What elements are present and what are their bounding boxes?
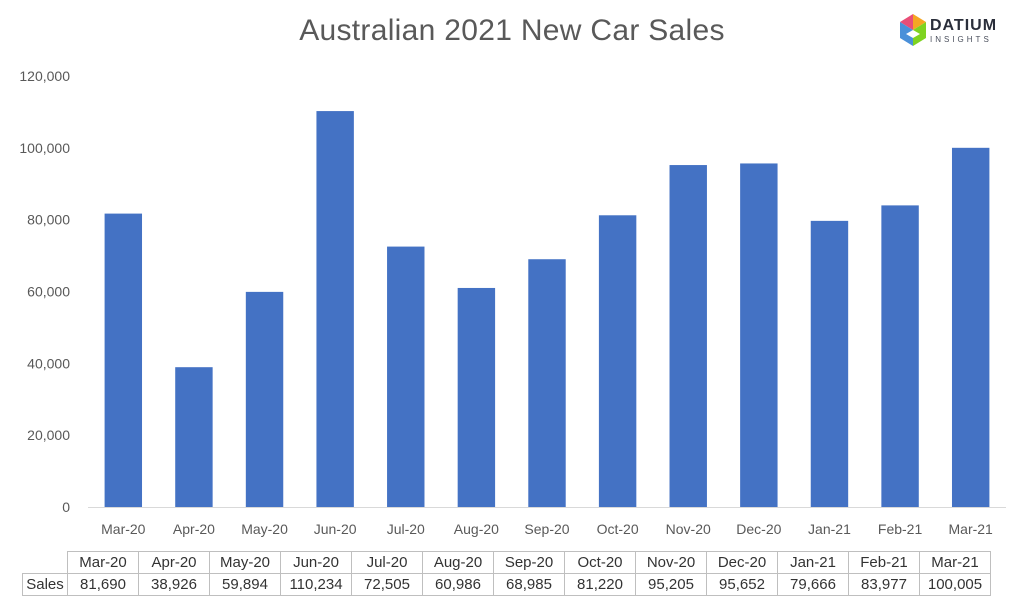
bar-chart: 020,00040,00060,00080,000100,000120,000 … bbox=[19, 68, 1006, 537]
bar-sep-20 bbox=[528, 259, 566, 507]
table-cell-value: 100,005 bbox=[919, 573, 991, 596]
table-cell-value: 68,985 bbox=[493, 573, 565, 596]
table-column-header: Apr-20 bbox=[138, 551, 210, 574]
bar-jun-20 bbox=[316, 111, 354, 507]
table-row-label: Sales bbox=[22, 573, 68, 596]
bar-feb-21 bbox=[881, 205, 919, 507]
bar-oct-20 bbox=[598, 215, 637, 507]
bar-mar-20 bbox=[104, 213, 143, 508]
y-tick-label: 20,000 bbox=[27, 427, 70, 443]
bar-dec-20 bbox=[740, 163, 778, 508]
table-cell-value: 83,977 bbox=[848, 573, 920, 596]
table-column-header: Sep-20 bbox=[493, 551, 565, 574]
data-table: Mar-20 Apr-20 May-20 Jun-20 Jul-20 Aug-20 Sep-… bbox=[22, 551, 991, 596]
table-cell-value: 59,894 bbox=[209, 573, 281, 596]
table-cell-value: 38,926 bbox=[138, 573, 210, 596]
bar-aug-20 bbox=[457, 287, 496, 507]
table-column-header: Mar-20 bbox=[67, 551, 139, 574]
datium-cube-icon bbox=[900, 14, 926, 46]
x-tick-label: Dec-20 bbox=[736, 521, 781, 537]
x-tick-label: Aug-20 bbox=[454, 521, 499, 537]
x-tick-label: Nov-20 bbox=[666, 521, 711, 537]
bar-jul-20 bbox=[387, 246, 425, 507]
table-column-header: Dec-20 bbox=[706, 551, 778, 574]
x-tick-label: Mar-21 bbox=[949, 521, 994, 537]
x-tick-label: Mar-20 bbox=[101, 521, 146, 537]
x-tick-label: Sep-20 bbox=[524, 521, 569, 537]
table-column-header: May-20 bbox=[209, 551, 281, 574]
y-tick-label: 60,000 bbox=[27, 284, 70, 300]
y-tick-label: 100,000 bbox=[19, 140, 70, 156]
table-column-header: Mar-21 bbox=[919, 551, 991, 574]
y-tick-label: 0 bbox=[62, 499, 70, 515]
table-column-header: Jun-20 bbox=[280, 551, 352, 574]
table-cell-value: 81,690 bbox=[67, 573, 139, 596]
table-column-header: Feb-21 bbox=[848, 551, 920, 574]
table-column-header: Jan-21 bbox=[777, 551, 849, 574]
x-tick-label: Apr-20 bbox=[173, 521, 215, 537]
table-cell-value: 110,234 bbox=[280, 573, 352, 596]
x-tick-label: Jun-20 bbox=[314, 521, 357, 537]
x-tick-label: Jul-20 bbox=[387, 521, 425, 537]
x-tick-label: Oct-20 bbox=[597, 521, 639, 537]
table-cell-value: 95,652 bbox=[706, 573, 778, 596]
table-cell-value: 79,666 bbox=[777, 573, 849, 596]
datium-logo: DATIUM INSIGHTS bbox=[898, 12, 1018, 56]
table-cell-value: 72,505 bbox=[351, 573, 423, 596]
bar-apr-20 bbox=[175, 367, 213, 507]
x-tick-label: Jan-21 bbox=[808, 521, 851, 537]
y-tick-label: 80,000 bbox=[27, 212, 70, 228]
bar-may-20 bbox=[245, 291, 284, 507]
logo-wordmark: DATIUM bbox=[930, 17, 998, 34]
y-tick-label: 120,000 bbox=[19, 68, 70, 84]
table-corner bbox=[23, 552, 68, 574]
table-column-header: Oct-20 bbox=[564, 551, 636, 574]
logo-subtitle: INSIGHTS bbox=[930, 35, 992, 44]
table-cell-value: 81,220 bbox=[564, 573, 636, 596]
x-tick-label: May-20 bbox=[241, 521, 288, 537]
table-header-row: Mar-20 Apr-20 May-20 Jun-20 Jul-20 Aug-20 Sep-… bbox=[23, 551, 991, 574]
table-column-header: Jul-20 bbox=[351, 551, 423, 574]
bar-mar-21 bbox=[951, 147, 990, 507]
table-column-header: Nov-20 bbox=[635, 551, 707, 574]
bar-jan-21 bbox=[810, 220, 849, 508]
table-column-header: Aug-20 bbox=[422, 551, 494, 574]
y-tick-label: 40,000 bbox=[27, 355, 70, 371]
table-value-row: Sales 81,690 38,926 59,894 110,234 72,505 60,… bbox=[22, 573, 991, 596]
x-tick-label: Feb-21 bbox=[878, 521, 923, 537]
chart-title: Australian 2021 New Car Sales bbox=[299, 14, 725, 47]
table-cell-value: 60,986 bbox=[422, 573, 494, 596]
bar-nov-20 bbox=[669, 165, 707, 508]
table-cell-value: 95,205 bbox=[635, 573, 707, 596]
